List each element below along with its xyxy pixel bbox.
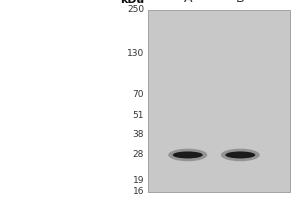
Ellipse shape — [168, 149, 207, 161]
Text: 250: 250 — [127, 5, 144, 15]
Text: 38: 38 — [133, 130, 144, 139]
Text: 51: 51 — [133, 111, 144, 120]
Ellipse shape — [221, 149, 260, 161]
Text: B: B — [236, 0, 244, 5]
Text: 19: 19 — [133, 176, 144, 185]
Text: 130: 130 — [127, 49, 144, 58]
Ellipse shape — [173, 151, 203, 158]
Text: kDa: kDa — [120, 0, 144, 5]
Text: A: A — [184, 0, 192, 5]
Text: 28: 28 — [133, 150, 144, 159]
Ellipse shape — [225, 151, 255, 158]
Text: 70: 70 — [133, 90, 144, 99]
Text: 16: 16 — [133, 188, 144, 196]
Bar — [148, 10, 290, 192]
